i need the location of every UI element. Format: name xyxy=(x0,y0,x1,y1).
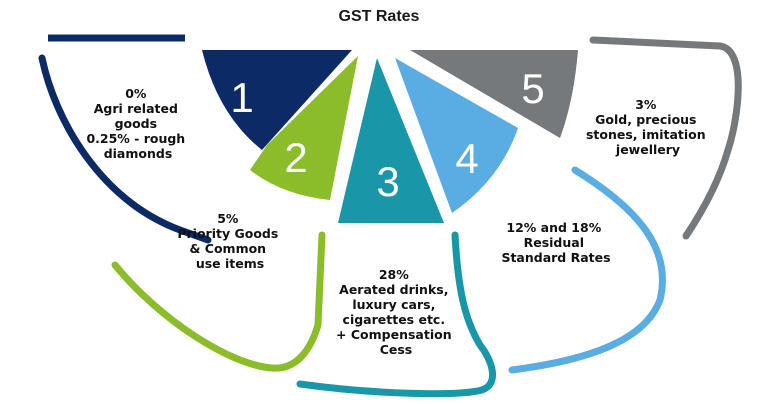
segment-1-line: 0% xyxy=(125,86,147,101)
segment-4: 4 12% and 18% Residual Standard Rates xyxy=(395,58,666,374)
segment-4-line: Residual xyxy=(524,235,584,250)
segment-4-outline xyxy=(508,166,666,374)
segment-3-line: cigarettes etc. xyxy=(343,312,446,327)
segment-2-number: 2 xyxy=(284,134,307,181)
segment-4-line: 12% and 18% xyxy=(506,220,601,235)
segment-1: 1 0% Agri related goods 0.25% - rough di… xyxy=(38,34,352,244)
segment-3-line: 28% xyxy=(379,267,409,282)
segment-3-line: + Compensation xyxy=(336,327,452,342)
segment-3-wedge xyxy=(338,58,444,223)
segment-4-number: 4 xyxy=(455,135,478,182)
segment-2-wedge xyxy=(250,56,358,200)
segment-3: 3 28% Aerated drinks, luxury cars, cigar… xyxy=(296,58,496,398)
segment-2-line: 5% xyxy=(217,211,239,226)
segment-1-line: goods xyxy=(115,116,158,131)
segment-5-outline xyxy=(589,36,742,240)
segment-1-wedge xyxy=(202,50,352,150)
segment-5-number: 5 xyxy=(521,65,544,112)
diagram-title: GST Rates xyxy=(339,8,420,25)
segment-1-outline xyxy=(38,54,212,244)
segment-2-line: & Common xyxy=(190,241,267,256)
segment-5-label: 3% Gold, precious stones, imitation jewe… xyxy=(586,97,710,157)
segment-3-outline xyxy=(296,231,496,398)
segment-3-label: 28% Aerated drinks, luxury cars, cigaret… xyxy=(336,267,456,357)
segment-3-line: luxury cars, xyxy=(352,297,435,312)
segment-1-line: Agri related xyxy=(94,101,178,116)
segment-5-line: stones, imitation xyxy=(586,127,706,142)
segment-5-line: Gold, precious xyxy=(595,112,696,127)
segment-1-label: 0% Agri related goods 0.25% - rough diam… xyxy=(86,86,189,161)
segment-3-number: 3 xyxy=(376,158,399,205)
segment-5-line: jewellery xyxy=(615,142,680,157)
segment-2-label: 5% Priority Goods & Common use items xyxy=(177,211,282,271)
segment-5-line: 3% xyxy=(635,97,657,112)
segment-3-line: Aerated drinks, xyxy=(339,282,448,297)
segment-1-line: diamonds xyxy=(104,146,173,161)
segment-4-label: 12% and 18% Residual Standard Rates xyxy=(501,220,610,265)
segment-2: 2 5% Priority Goods & Common use items xyxy=(111,56,358,372)
segment-1-line: 0.25% - rough xyxy=(86,131,185,146)
segment-4-wedge xyxy=(395,58,518,213)
segment-1-number: 1 xyxy=(230,74,253,121)
segment-5-wedge xyxy=(410,50,578,138)
segment-2-outline xyxy=(111,231,326,372)
segment-3-line: Cess xyxy=(380,342,413,357)
segment-2-line: use items xyxy=(196,256,264,271)
segment-2-line: Priority Goods xyxy=(177,226,278,241)
segment-4-line: Standard Rates xyxy=(501,250,610,265)
segment-5: 5 3% Gold, precious stones, imitation je… xyxy=(410,36,742,240)
